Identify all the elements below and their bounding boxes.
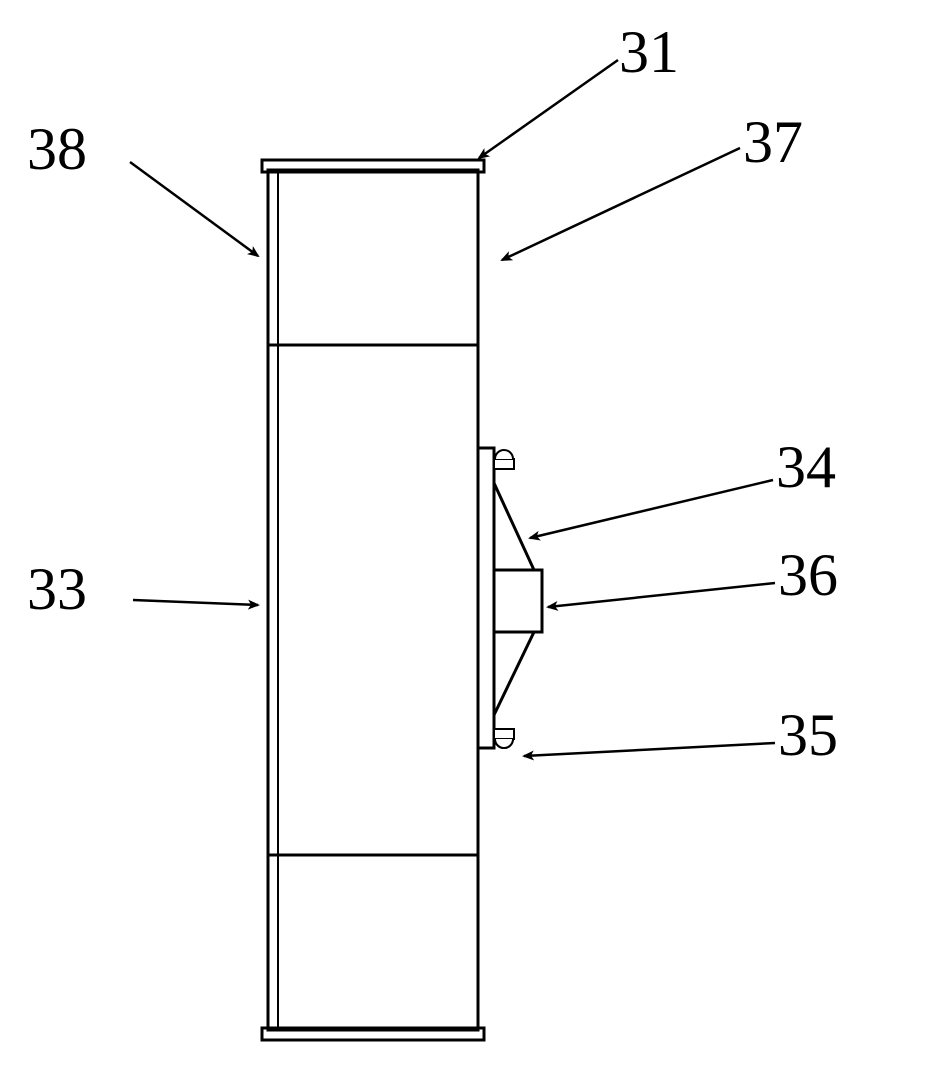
leader-34 <box>530 480 773 538</box>
bolt-top <box>494 450 514 469</box>
leader-lines <box>130 60 775 756</box>
label-37: 37 <box>743 108 803 177</box>
leader-31 <box>479 60 618 158</box>
leader-37 <box>502 148 740 260</box>
label-31: 31 <box>619 18 679 87</box>
label-33: 33 <box>27 555 87 624</box>
engineering-diagram: 31 37 38 34 36 33 35 <box>0 0 941 1072</box>
label-35: 35 <box>778 701 838 770</box>
leader-33 <box>133 600 258 605</box>
label-34: 34 <box>776 433 836 502</box>
gusset-top <box>494 483 534 570</box>
gusset-bottom <box>494 632 534 715</box>
leader-38 <box>130 162 258 256</box>
label-36: 36 <box>778 541 838 610</box>
hub <box>494 570 542 632</box>
main-body <box>262 160 484 1040</box>
bolt-bottom-dome <box>495 739 513 748</box>
leader-36 <box>548 583 775 607</box>
leader-35 <box>524 743 775 756</box>
label-38: 38 <box>27 115 87 184</box>
side-bracket <box>478 448 542 748</box>
